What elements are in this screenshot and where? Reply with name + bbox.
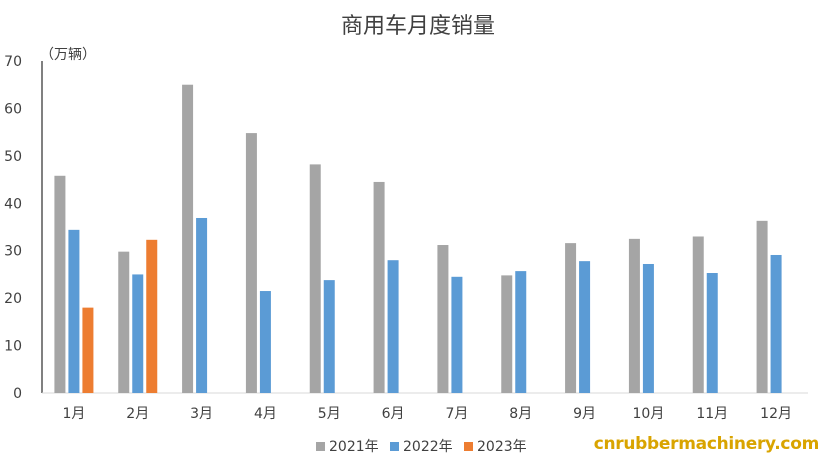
bar-2022年-6月: [387, 260, 399, 393]
x-tick-label: 12月: [760, 406, 792, 422]
y-tick-label: 10: [4, 339, 22, 355]
watermark: cnrubbermachinery.com: [593, 434, 820, 454]
bar-2022年-7月: [451, 276, 463, 393]
chart-title: 商用车月度销量: [341, 14, 495, 39]
x-tick-label: 3月: [190, 406, 213, 422]
legend-label: 2023年: [477, 439, 527, 455]
bar-2021年-10月: [628, 238, 640, 393]
bar-2022年-2月: [132, 274, 144, 393]
x-tick-label: 8月: [509, 406, 532, 422]
x-tick-label: 11月: [696, 406, 728, 422]
x-tick-label: 5月: [318, 406, 341, 422]
x-tick-label: 6月: [382, 406, 405, 422]
bar-2022年-10月: [642, 263, 654, 393]
bar-2021年-9月: [565, 243, 577, 393]
y-tick-label: 30: [4, 244, 22, 260]
y-unit-label: （万辆）: [40, 47, 96, 63]
bar-2022年-1月: [68, 229, 80, 393]
x-tick-label: 2月: [126, 406, 149, 422]
bar-2022年-8月: [515, 271, 527, 393]
y-tick-label: 60: [4, 101, 22, 117]
bar-2023年-2月: [146, 239, 158, 393]
y-tick-label: 40: [4, 196, 22, 212]
y-tick-label: 70: [4, 54, 22, 70]
y-tick-label: 0: [13, 386, 22, 402]
bar-2021年-4月: [245, 133, 257, 393]
bar-2022年-3月: [196, 217, 208, 393]
bar-2021年-7月: [437, 245, 449, 393]
y-tick-label: 50: [4, 149, 22, 165]
x-tick-label: 10月: [633, 406, 665, 422]
x-tick-label: 1月: [62, 406, 85, 422]
x-tick-label: 9月: [573, 406, 596, 422]
bar-2021年-8月: [501, 275, 513, 393]
bar-2022年-9月: [579, 261, 591, 393]
x-tick-label: 7月: [445, 406, 468, 422]
bar-2021年-3月: [182, 84, 194, 393]
legend-swatch-2021年: [316, 442, 325, 451]
y-axis-ticks: 0 10 20 30 40 50 60 70: [4, 54, 22, 402]
bar-2021年-6月: [373, 181, 385, 393]
bar-2022年-11月: [706, 273, 718, 393]
bar-2021年-1月: [54, 175, 66, 393]
legend-label: 2022年: [403, 439, 453, 455]
legend-label: 2021年: [329, 439, 379, 455]
bar-2022年-12月: [770, 254, 782, 393]
bar-2022年-5月: [323, 280, 335, 393]
bar-2021年-12月: [756, 220, 768, 393]
bar-2023年-1月: [82, 307, 94, 393]
bar-2021年-11月: [692, 236, 704, 393]
x-axis-ticks: 1月 2月 3月 4月 5月 6月 7月 8月 9月 10月 11月 12月: [62, 406, 792, 422]
x-tick-label: 4月: [254, 406, 277, 422]
legend: 2021年 2022年 2023年: [316, 439, 527, 455]
bar-2021年-2月: [118, 251, 130, 393]
legend-swatch-2022年: [390, 442, 399, 451]
bars: [54, 84, 782, 393]
bar-2021年-5月: [309, 164, 321, 393]
legend-swatch-2023年: [464, 442, 473, 451]
bar-2022年-4月: [259, 291, 271, 393]
y-tick-label: 20: [4, 291, 22, 307]
